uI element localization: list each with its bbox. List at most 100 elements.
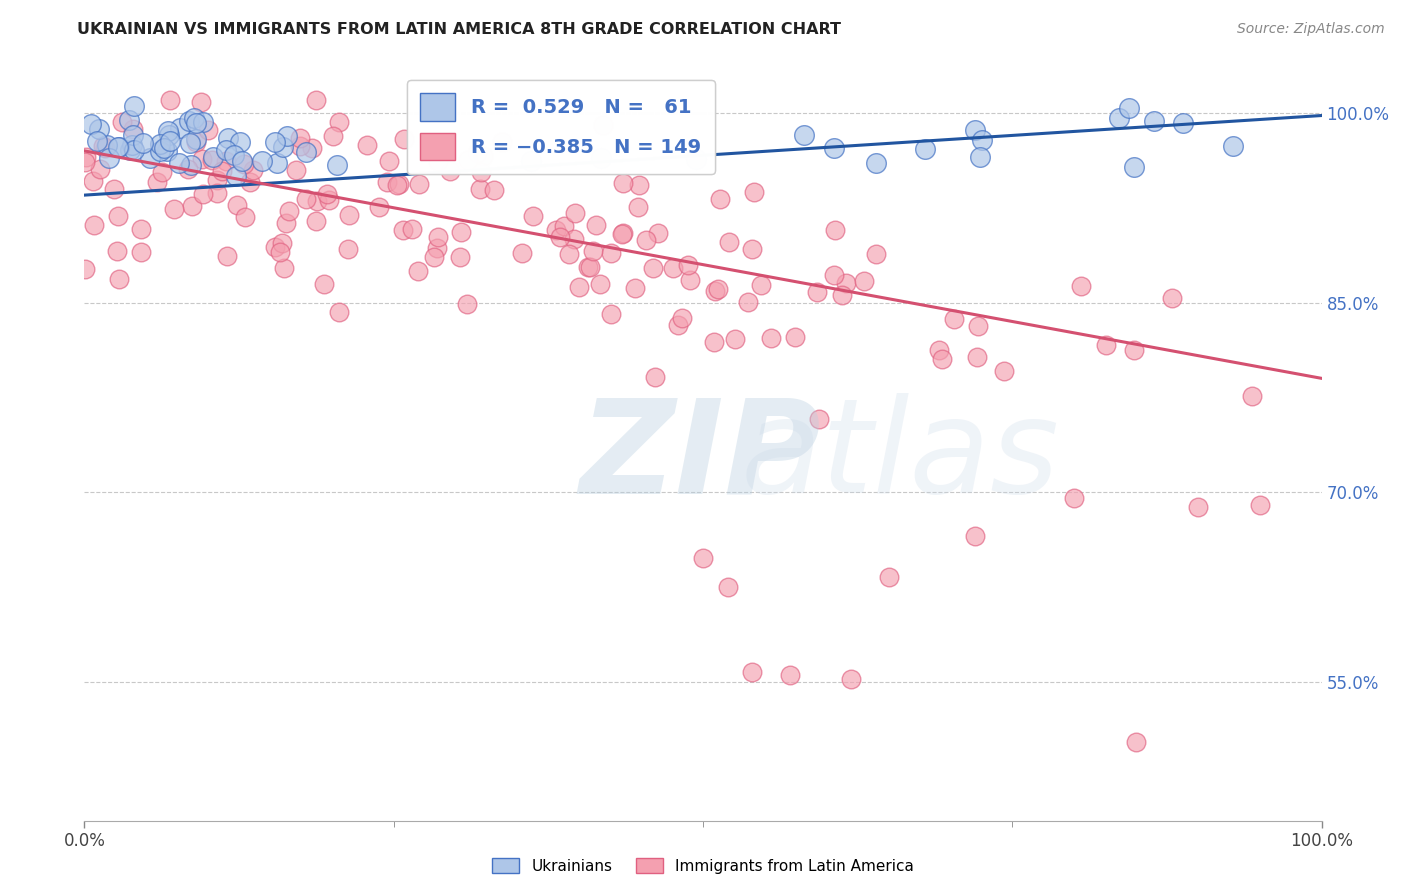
Point [83,218,105,232]
Point [703,284,725,298]
Point [456,296,478,310]
Point [276,129,298,144]
Point [80,117,103,131]
Point [741,242,763,256]
Point [592,119,614,133]
Point [179,136,201,151]
Point [550,230,572,244]
Point [472,149,495,163]
Point [865,247,887,261]
Point [152,141,174,155]
Point [86,134,108,148]
Point [75,150,97,164]
Legend: Ukrainians, Immigrants from Latin America: Ukrainians, Immigrants from Latin Americ… [485,852,921,880]
Point [627,200,650,214]
Point [963,123,986,137]
Point [132,136,155,151]
Legend: R =  0.529   N =   61, R = −0.385   N = 149: R = 0.529 N = 61, R = −0.385 N = 149 [406,79,714,174]
Point [484,183,506,197]
Point [582,244,605,259]
Point [627,178,650,193]
Point [388,177,411,191]
Point [288,130,311,145]
Point [520,153,543,168]
Point [271,140,294,154]
Point [1123,343,1146,358]
Point [73,261,96,276]
Point [159,134,181,148]
Point [337,208,360,222]
Point [108,272,131,286]
Point [457,153,479,167]
Point [823,268,845,282]
Point [205,173,228,187]
Point [612,176,634,190]
Point [149,144,172,158]
Point [277,203,299,218]
Point [328,114,350,128]
Point [156,144,179,158]
Point [149,137,172,152]
Point [215,153,238,168]
Point [177,161,200,176]
Point [671,310,693,325]
Point [120,144,142,158]
Point [718,235,741,249]
Point [316,186,339,201]
Point [1094,338,1116,352]
Point [1241,389,1264,403]
Point [211,164,233,178]
Point [318,193,340,207]
Point [914,142,936,156]
Point [89,122,111,136]
Point [1063,491,1085,506]
Point [107,209,129,223]
Point [392,222,415,236]
Point [1108,111,1130,125]
Point [122,99,145,113]
Point [706,282,728,296]
Point [301,141,323,155]
Text: Source: ZipAtlas.com: Source: ZipAtlas.com [1237,22,1385,37]
Point [269,245,291,260]
Text: atlas: atlas [740,393,1059,520]
Point [1249,498,1271,512]
Point [122,122,145,136]
Point [558,247,581,261]
Point [408,177,430,191]
Point [717,580,740,594]
Point [427,230,450,244]
Point [1070,278,1092,293]
Point [679,273,702,287]
Point [567,280,589,294]
Point [103,182,125,196]
Point [831,287,853,301]
Point [585,218,607,232]
Point [197,122,219,136]
Point [1222,138,1244,153]
Point [647,226,669,240]
Point [522,210,544,224]
Point [793,128,815,142]
Point [82,173,104,187]
Point [439,164,461,178]
Point [157,128,180,142]
Point [111,115,134,129]
Point [865,156,887,170]
Point [183,112,205,126]
Text: UKRAINIAN VS IMMIGRANTS FROM LATIN AMERICA 8TH GRADE CORRELATION CHART: UKRAINIAN VS IMMIGRANTS FROM LATIN AMERI… [77,22,841,37]
Point [163,202,186,216]
Point [749,277,772,292]
Point [1160,291,1182,305]
Point [288,139,311,153]
Point [468,182,491,196]
Point [117,112,139,127]
Point [312,277,335,292]
Point [215,143,238,157]
Point [685,153,707,167]
Point [579,260,602,275]
Point [263,240,285,254]
Point [305,214,328,228]
Point [184,116,207,130]
Point [401,222,423,236]
